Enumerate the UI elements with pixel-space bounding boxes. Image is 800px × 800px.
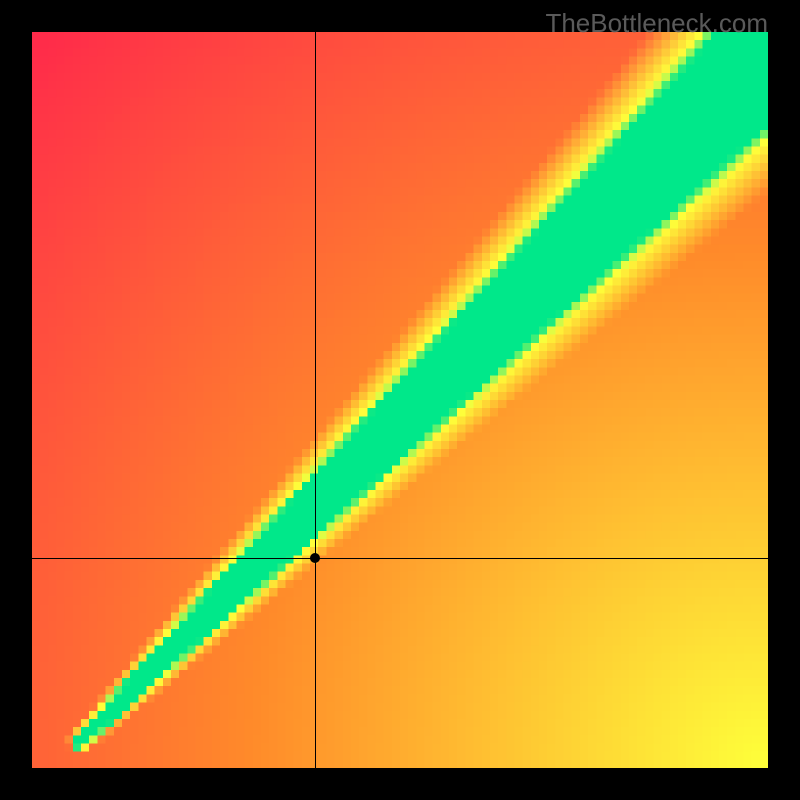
bottleneck-heatmap	[32, 32, 768, 768]
watermark-text: TheBottleneck.com	[545, 8, 768, 39]
crosshair-horizontal	[32, 558, 768, 559]
crosshair-vertical	[315, 32, 316, 768]
plot-area	[32, 32, 768, 768]
crosshair-marker	[310, 553, 320, 563]
